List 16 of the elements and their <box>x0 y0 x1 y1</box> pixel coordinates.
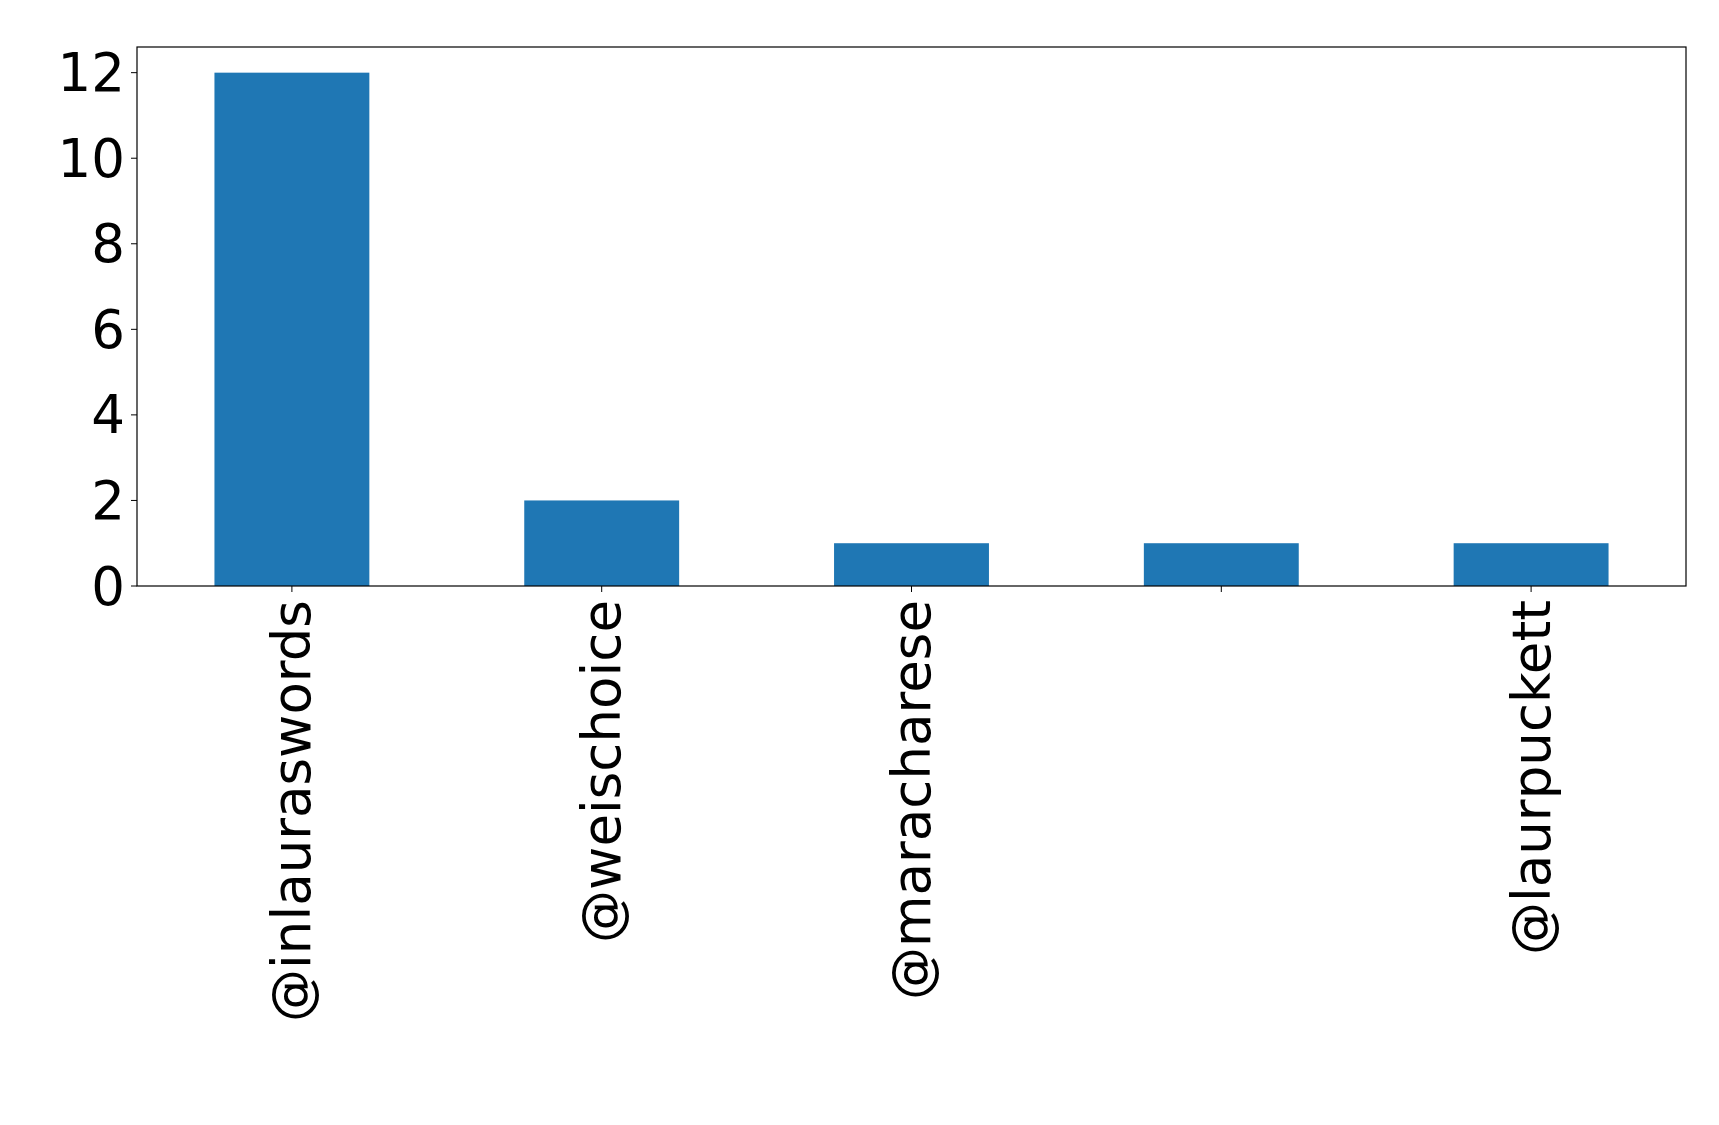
y-tick-label: 4 <box>91 384 125 446</box>
x-tick-label: @inlauraswords <box>261 600 323 1022</box>
y-tick-label: 2 <box>91 469 125 531</box>
bar <box>524 500 680 586</box>
y-tick-label: 0 <box>91 555 125 617</box>
x-tick-label: @weischoice <box>571 600 633 943</box>
x-tick-label: @laurpuckett <box>1500 600 1562 955</box>
x-tick-label: @maracharese <box>881 600 943 1001</box>
bar <box>214 72 370 586</box>
y-tick-label: 12 <box>57 42 125 104</box>
y-tick-label: 8 <box>91 213 125 275</box>
bar <box>1453 543 1609 586</box>
bar <box>834 543 989 586</box>
bar <box>1143 543 1299 586</box>
y-tick-label: 10 <box>57 127 125 189</box>
y-tick-label: 6 <box>91 298 125 360</box>
